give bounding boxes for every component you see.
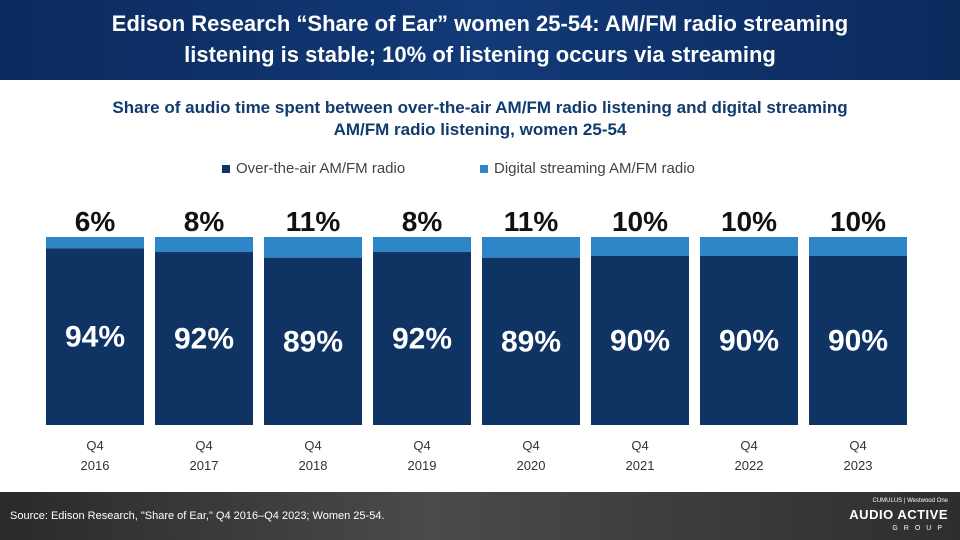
legend-swatch-digital-streaming	[480, 164, 488, 173]
legend-label-over-the-air: Over-the-air AM/FM radio	[236, 160, 406, 177]
data-label-digital-streaming: 10%	[612, 206, 668, 237]
slide-title-line-1: Edison Research “Share of Ear” women 25-…	[111, 11, 849, 36]
data-label-over-the-air: 90%	[719, 324, 779, 357]
audio-active-group-logo: CUMULUS | Westwood One AUDIO ACTIVE GROU…	[838, 498, 948, 538]
bar-digital-streaming	[46, 237, 144, 249]
bar-digital-streaming	[155, 237, 253, 253]
data-label-over-the-air: 92%	[174, 322, 234, 355]
bar-digital-streaming	[373, 237, 471, 253]
logo-top-text: CUMULUS | Westwood One	[872, 498, 948, 504]
bar-over-the-air	[46, 248, 144, 425]
bar-digital-streaming	[591, 237, 689, 256]
x-tick-label: Q4 2017	[190, 438, 219, 473]
legend-label-digital-streaming: Digital streaming AM/FM radio	[494, 160, 695, 177]
chart-title: Share of audio time spent between over-t…	[30, 97, 930, 141]
data-label-over-the-air: 92%	[392, 322, 452, 355]
data-label-over-the-air: 89%	[283, 325, 343, 358]
chart-legend: Over-the-air AM/FM radio Digital streami…	[0, 160, 960, 180]
data-label-over-the-air: 90%	[610, 324, 670, 357]
logo-main-text: AUDIO ACTIVE	[849, 507, 948, 522]
bar-over-the-air	[373, 252, 471, 425]
x-tick-label: Q4 2021	[626, 438, 655, 473]
x-tick-label: Q4 2019	[408, 438, 437, 473]
source-note: Source: Edison Research, "Share of Ear,"…	[10, 510, 385, 522]
bar-over-the-air	[155, 252, 253, 425]
slide-header: Edison Research “Share of Ear” women 25-…	[0, 0, 960, 80]
data-label-digital-streaming: 11%	[504, 206, 559, 237]
data-label-digital-streaming: 11%	[286, 206, 341, 237]
bar-over-the-air	[809, 255, 907, 425]
x-tick-label: Q4 2016	[81, 438, 110, 473]
data-label-digital-streaming: 10%	[830, 206, 886, 237]
bar-digital-streaming	[264, 237, 362, 258]
data-label-over-the-air: 90%	[828, 324, 888, 357]
legend-item-over-the-air: Over-the-air AM/FM radio	[222, 160, 405, 177]
slide-title-line-2: listening is stable; 10% of listening oc…	[184, 42, 776, 67]
slide-footer: Source: Edison Research, "Share of Ear,"…	[0, 492, 960, 540]
data-label-digital-streaming: 8%	[402, 206, 443, 237]
stacked-bar-chart: 6% 94% Q4 2016 8% 92% Q4 2017 11% 89% Q4 2018 8% 92% Q…	[46, 206, 907, 473]
bar-over-the-air	[482, 257, 580, 425]
x-tick-label: Q4 2023	[844, 438, 873, 473]
legend-item-digital-streaming: Digital streaming AM/FM radio	[480, 160, 695, 177]
data-label-over-the-air: 94%	[65, 321, 125, 354]
x-tick-label: Q4 2020	[517, 438, 546, 473]
bar-over-the-air	[264, 257, 362, 425]
bar-digital-streaming	[700, 237, 798, 256]
chart-title-line-2: AM/FM radio listening, women 25-54	[333, 120, 627, 139]
x-tick-label: Q4 2018	[299, 438, 328, 473]
data-label-digital-streaming: 10%	[721, 206, 777, 237]
bar-digital-streaming	[482, 237, 580, 258]
bar-over-the-air	[700, 255, 798, 425]
legend-swatch-over-the-air	[222, 164, 230, 173]
data-label-digital-streaming: 6%	[75, 206, 116, 237]
bar-over-the-air	[591, 255, 689, 425]
data-label-over-the-air: 89%	[501, 325, 561, 358]
data-label-digital-streaming: 8%	[184, 206, 225, 237]
slide-title: Edison Research “Share of Ear” women 25-…	[20, 8, 940, 70]
chart-title-line-1: Share of audio time spent between over-t…	[112, 98, 848, 117]
bar-digital-streaming	[809, 237, 907, 256]
x-tick-label: Q4 2022	[735, 438, 764, 473]
logo-sub-text: GROUP	[892, 525, 948, 532]
